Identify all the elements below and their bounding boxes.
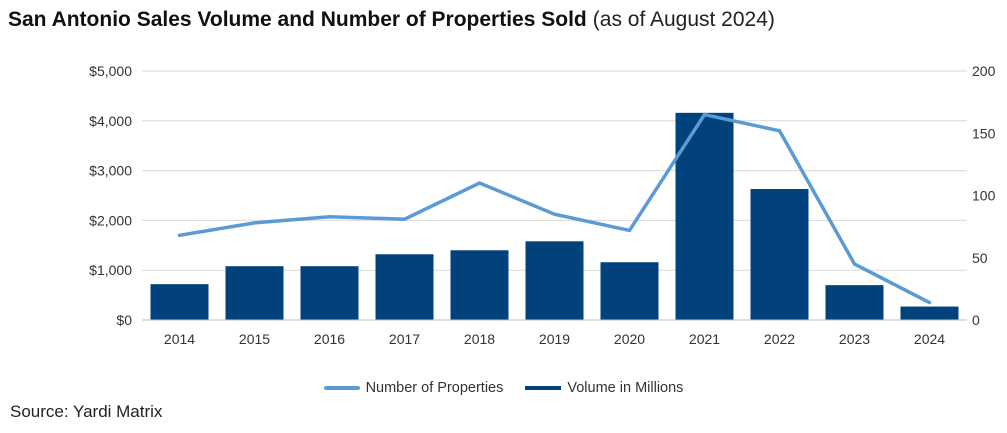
y-right-tick-label: 0 [972,312,980,328]
chart-title-main: San Antonio Sales Volume and Number of P… [8,8,587,31]
combo-chart: $0 $1,000 $2,000 $3,000 $4,000 $5,000 0 50 100 15… [89,63,995,347]
x-tick-label: 2024 [914,331,945,347]
x-tick-label: 2020 [614,331,645,347]
x-tick-label: 2016 [314,331,345,347]
chart-title: San Antonio Sales Volume and Number of P… [8,8,775,32]
bar [225,266,284,320]
y-right-tick-label: 150 [972,125,996,141]
x-tick-label: 2023 [839,331,870,347]
bar [450,250,509,320]
x-tick-label: 2018 [464,331,495,347]
bar-series [150,112,959,320]
y-right-tick-label: 50 [972,250,988,266]
y-left-tick-label: $3,000 [89,163,132,179]
legend-bar-swatch [525,386,562,390]
x-tick-label: 2014 [164,331,195,347]
x-tick-label: 2022 [764,331,795,347]
legend-line-swatch [323,386,360,390]
line-series [177,112,932,305]
legend-label-volume: Volume in Millions [567,380,684,396]
x-tick-label: 2019 [539,331,570,347]
legend-label-properties: Number of Properties [365,380,504,396]
y-left-tick-label: $5,000 [89,63,132,79]
source-note: Source: Yardi Matrix [10,402,163,421]
chart-title-sub: (as of August 2024) [592,8,775,31]
bar [300,266,359,320]
bar [825,285,884,320]
legend-item-properties: Number of Properties [323,380,504,396]
bar [900,306,959,320]
x-tick-label: 2017 [389,331,420,347]
axes: $0 $1,000 $2,000 $3,000 $4,000 $5,000 0 50 100 15… [89,63,995,347]
y-left-tick-label: $4,000 [89,113,132,129]
bar [150,284,209,320]
y-left-tick-label: $1,000 [89,262,132,278]
y-left-tick-label: $2,000 [89,212,132,228]
bar [525,241,584,320]
bar [600,262,659,320]
x-tick-label: 2015 [239,331,270,347]
legend: Number of Properties Volume in Millions [0,380,1007,396]
bar [750,189,809,320]
gridlines [142,70,967,271]
y-left-tick-label: $0 [116,312,132,328]
legend-item-volume: Volume in Millions [525,380,683,396]
y-right-tick-label: 100 [972,188,996,204]
x-tick-label: 2021 [689,331,720,347]
bar [375,254,434,320]
y-right-tick-label: 200 [972,63,996,79]
